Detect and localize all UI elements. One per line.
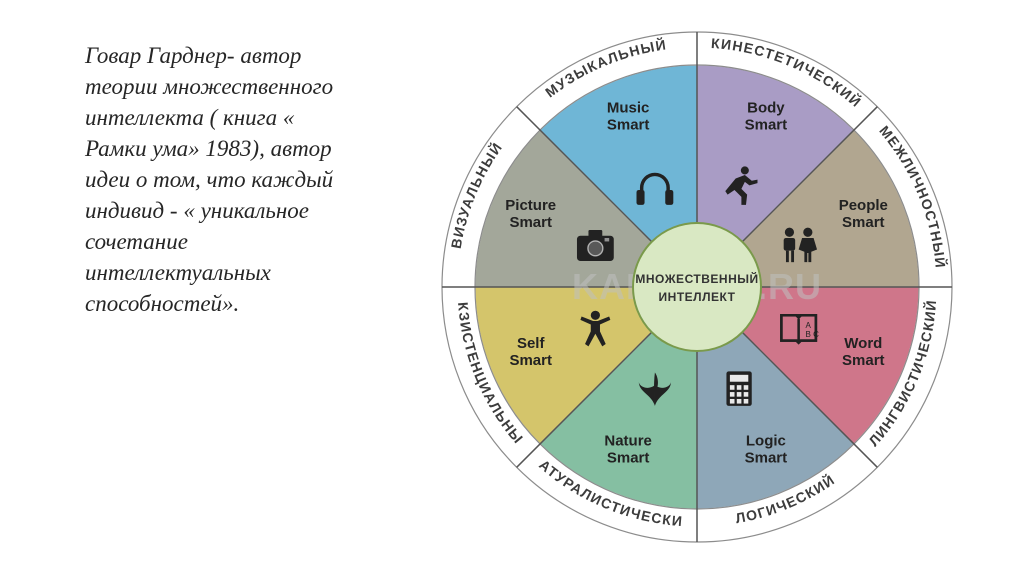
segment-label: Nature — [604, 432, 652, 449]
segment-label: Picture — [505, 197, 556, 214]
segment-label: People — [839, 197, 888, 214]
wheel-chart: AB CМУЗЫКАЛЬНЫЙКИНЕСТЕТИЧЕСКИЙМЕЖЛИЧНОСТ… — [370, 0, 1024, 574]
segment-label: Self — [517, 335, 546, 352]
calculator-icon — [726, 371, 751, 406]
segment-label: Word — [844, 335, 882, 352]
center-line1: МНОЖЕСТВЕННЫЙ — [635, 271, 758, 286]
segment-label: Music — [607, 100, 650, 117]
segment-label: Smart — [745, 117, 788, 134]
segment-label: Smart — [607, 449, 650, 466]
segment-label: Smart — [745, 449, 788, 466]
description-text: Говар Гарднер- автор теории множественно… — [0, 0, 370, 574]
segment-label: Logic — [746, 432, 786, 449]
paragraph: Говар Гарднер- автор теории множественно… — [85, 40, 350, 319]
center-line2: ИНТЕЛЛЕКТ — [659, 290, 736, 304]
segment-label: Smart — [509, 352, 552, 369]
center-circle — [633, 223, 761, 351]
segment-label: Body — [747, 100, 785, 117]
segment-label: Smart — [607, 117, 650, 134]
segment-label: Smart — [842, 214, 885, 231]
segment-label: Smart — [509, 214, 552, 231]
segment-label: Smart — [842, 352, 885, 369]
